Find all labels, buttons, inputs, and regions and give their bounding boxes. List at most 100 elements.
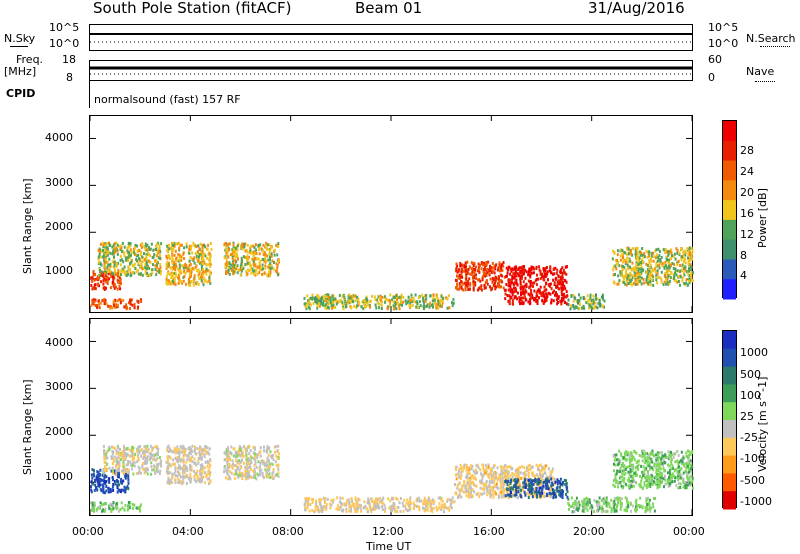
heatmap-cell	[268, 468, 271, 472]
heatmap-cell	[185, 460, 188, 464]
heatmap-cell	[379, 497, 382, 500]
heatmap-cell	[262, 253, 265, 257]
heatmap-cell	[143, 252, 145, 256]
heatmap-cell	[156, 249, 159, 253]
heatmap-cell	[195, 256, 198, 260]
heatmap-cell	[503, 495, 505, 499]
heatmap-cell	[484, 274, 487, 278]
heatmap-cell	[511, 467, 514, 471]
heatmap-cell	[497, 275, 500, 279]
heatmap-cell	[393, 307, 396, 311]
heatmap-cell	[246, 472, 249, 476]
heatmap-cell	[203, 455, 206, 459]
heatmap-cell	[175, 259, 178, 263]
heatmap-cell	[522, 472, 525, 475]
heatmap-cell	[520, 276, 523, 280]
heatmap-cell	[311, 293, 314, 297]
heatmap-cell	[666, 280, 669, 284]
heatmap-cell	[514, 482, 517, 486]
heatmap-cell	[119, 258, 122, 262]
heatmap-cell	[663, 266, 666, 270]
heatmap-cell	[105, 452, 108, 456]
heatmap-cell	[165, 262, 168, 266]
heatmap-cell	[245, 256, 248, 259]
heatmap-cell	[379, 298, 382, 302]
heatmap-cell	[477, 266, 480, 270]
heatmap-cell	[422, 502, 425, 506]
heatmap-cell	[502, 261, 505, 265]
heatmap-cell	[183, 453, 186, 457]
heatmap-cell	[684, 253, 687, 257]
heatmap-cell	[199, 261, 201, 265]
heatmap-cell	[138, 249, 141, 252]
heatmap-cell	[472, 480, 475, 484]
heatmap-cell	[589, 296, 592, 300]
heatmap-cell	[238, 471, 241, 475]
heatmap-cell	[325, 503, 328, 507]
heatmap-cell	[247, 457, 250, 461]
heatmap-cell	[536, 487, 539, 490]
heatmap-cell	[396, 298, 398, 302]
heatmap-cell	[98, 482, 100, 486]
heatmap-cell	[370, 510, 373, 514]
heatmap-cell	[502, 493, 505, 497]
heatmap-cell	[165, 281, 168, 285]
heatmap-cell	[524, 473, 527, 477]
nsky-tick-bottom: 10^0	[49, 37, 80, 50]
heatmap-cell	[371, 500, 374, 504]
heatmap-cell	[137, 305, 140, 309]
heatmap-cell	[489, 488, 492, 492]
heatmap-cell	[688, 250, 691, 254]
heatmap-cell	[664, 272, 667, 275]
heatmap-cell	[485, 262, 488, 266]
heatmap-cell	[232, 262, 234, 266]
heatmap-cell	[170, 481, 173, 484]
heatmap-cell	[500, 489, 503, 493]
heatmap-cell	[498, 261, 501, 265]
heatmap-cell	[122, 465, 125, 468]
heatmap-cell	[679, 269, 682, 273]
heatmap-cell	[208, 465, 211, 469]
heatmap-cell	[564, 300, 567, 304]
heatmap-cell	[458, 475, 461, 479]
heatmap-cell	[90, 490, 93, 494]
heatmap-cell	[483, 491, 486, 495]
heatmap-cell	[459, 477, 462, 480]
heatmap-cell	[368, 303, 371, 307]
heatmap-cell	[204, 270, 207, 274]
heatmap-cell	[266, 450, 269, 454]
heatmap-cell	[518, 266, 521, 270]
heatmap-cell	[131, 503, 134, 507]
heatmap-cell	[339, 496, 342, 500]
heatmap-cell	[207, 269, 209, 273]
heatmap-cell	[255, 257, 258, 261]
heatmap-cell	[489, 473, 492, 476]
heatmap-cell	[188, 278, 190, 281]
heatmap-cell	[383, 504, 386, 508]
heatmap-cell	[520, 271, 523, 275]
heatmap-cell	[394, 296, 396, 300]
heatmap-cell	[174, 478, 177, 482]
heatmap-cell	[140, 246, 143, 249]
heatmap-cell	[396, 510, 399, 514]
heatmap-cell	[201, 246, 204, 250]
heatmap-cell	[492, 270, 495, 273]
heatmap-cell	[534, 299, 537, 303]
heatmap-cell	[462, 483, 465, 487]
heatmap-cell	[349, 507, 352, 511]
heatmap-cell	[125, 306, 128, 310]
heatmap-cell	[111, 466, 114, 470]
heatmap-cell	[168, 471, 171, 475]
heatmap-cell	[655, 273, 658, 277]
heatmap-cell	[493, 472, 496, 476]
heatmap-cell	[499, 481, 502, 485]
heatmap-cell	[391, 504, 394, 508]
heatmap-cell	[374, 303, 377, 307]
heatmap-cell	[270, 462, 273, 466]
heatmap-cell	[230, 263, 233, 267]
heatmap-cell	[630, 278, 633, 282]
heatmap-cell	[654, 249, 657, 253]
heatmap-cell	[269, 450, 272, 454]
heatmap-cell	[494, 281, 496, 285]
heatmap-cell	[256, 453, 259, 457]
